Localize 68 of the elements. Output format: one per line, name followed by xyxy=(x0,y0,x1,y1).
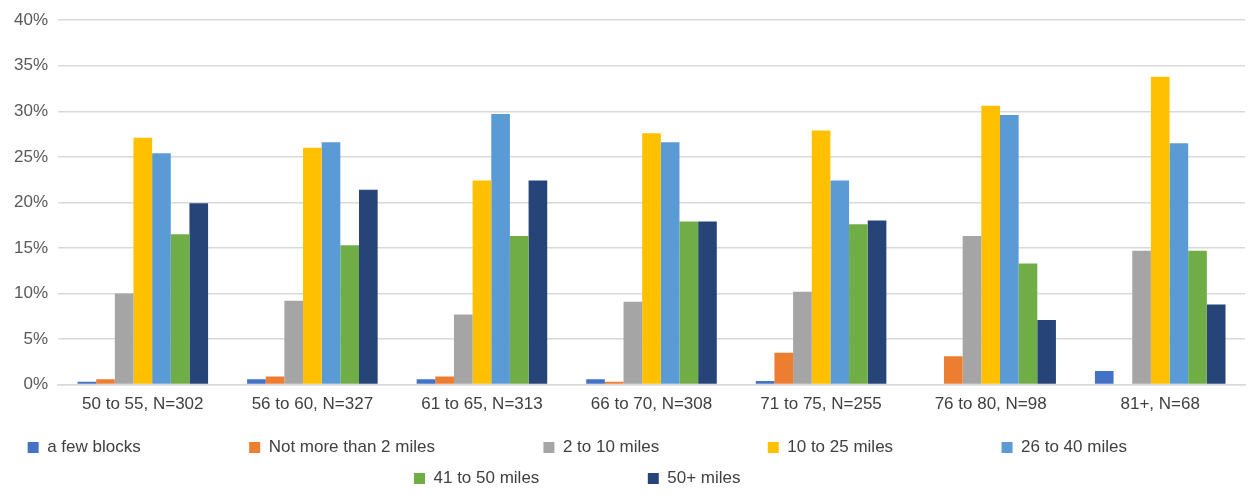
bar xyxy=(96,379,115,384)
bar xyxy=(849,224,868,384)
bar xyxy=(416,379,436,384)
bar xyxy=(793,291,812,384)
legend-label: 2 to 10 miles xyxy=(562,437,754,457)
legend-label: 10 to 25 miles xyxy=(787,437,988,457)
bar xyxy=(867,220,887,384)
bar xyxy=(189,203,209,384)
bar xyxy=(359,189,378,384)
bar xyxy=(340,245,360,384)
y-tick-label: 35% xyxy=(13,55,49,75)
bar xyxy=(1150,76,1170,384)
bar xyxy=(1018,263,1038,384)
bar xyxy=(999,114,1019,384)
bar xyxy=(114,293,134,384)
y-tick-label: 30% xyxy=(13,100,49,120)
x-tick-label: 81+, N=68 xyxy=(1120,394,1200,414)
bar xyxy=(1188,250,1207,384)
bar xyxy=(491,114,510,384)
bar xyxy=(755,380,775,384)
y-tick-label: 0% xyxy=(23,374,49,394)
legend-label: 41 to 50 miles xyxy=(433,468,634,488)
legend-label: a few blocks xyxy=(47,437,236,457)
legend-label: Not more than 2 miles xyxy=(268,437,530,457)
y-tick-label: 15% xyxy=(13,237,49,257)
bar xyxy=(1132,250,1151,384)
bar xyxy=(1169,143,1189,384)
bar xyxy=(660,142,680,384)
bar xyxy=(435,376,454,384)
bar xyxy=(1037,319,1056,384)
bar xyxy=(698,221,717,384)
x-tick-label: 66 to 70, N=308 xyxy=(590,394,713,414)
x-tick-label: 56 to 60, N=327 xyxy=(251,394,374,414)
bar xyxy=(1206,304,1226,384)
bar xyxy=(642,133,661,384)
bar xyxy=(133,137,153,384)
bar xyxy=(528,180,548,384)
bar xyxy=(284,300,304,384)
bar xyxy=(679,221,699,384)
x-tick-label: 71 to 75, N=255 xyxy=(760,394,882,414)
y-tick-label: 40% xyxy=(13,9,49,29)
bar xyxy=(962,236,982,384)
bar xyxy=(303,147,322,384)
bar xyxy=(509,236,529,384)
bar xyxy=(265,376,285,384)
bar xyxy=(811,130,831,384)
legend-label: 26 to 40 miles xyxy=(1021,437,1222,457)
bar xyxy=(981,105,1000,384)
bar xyxy=(472,180,492,384)
bar xyxy=(586,379,605,384)
bar xyxy=(247,379,266,384)
bar xyxy=(453,314,473,384)
legend-label: 50+ miles xyxy=(667,468,836,488)
y-tick-label: 20% xyxy=(13,192,49,212)
bar xyxy=(170,234,190,384)
bar xyxy=(1094,370,1114,384)
bar xyxy=(152,153,171,384)
y-tick-label: 10% xyxy=(13,283,49,303)
bar xyxy=(830,180,850,384)
bar xyxy=(623,301,643,384)
bar xyxy=(321,142,341,384)
bar xyxy=(774,352,794,384)
x-tick-label: 61 to 65, N=313 xyxy=(421,394,543,414)
bar xyxy=(944,356,963,384)
x-tick-label: 76 to 80, N=98 xyxy=(934,394,1047,414)
y-tick-label: 5% xyxy=(23,328,49,348)
x-tick-label: 50 to 55, N=302 xyxy=(82,394,204,414)
y-tick-label: 25% xyxy=(13,146,49,166)
